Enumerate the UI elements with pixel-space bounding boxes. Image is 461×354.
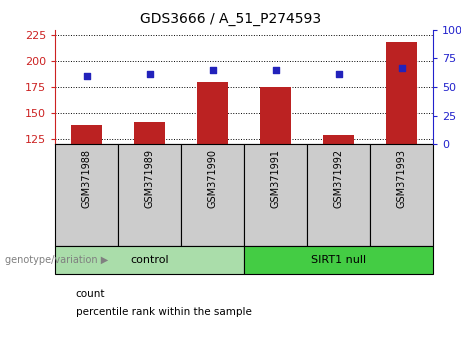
Bar [181, 144, 244, 246]
Bar [323, 135, 354, 144]
Text: GSM371991: GSM371991 [271, 149, 280, 208]
Point [272, 67, 279, 73]
Bar [71, 125, 102, 144]
Text: GSM371990: GSM371990 [207, 149, 218, 208]
Text: GSM371993: GSM371993 [396, 149, 407, 208]
Bar [55, 144, 118, 246]
Text: count: count [76, 289, 105, 299]
Bar [370, 144, 433, 246]
Point [83, 73, 90, 79]
Bar [244, 246, 433, 274]
Point [209, 67, 216, 73]
Text: GSM371989: GSM371989 [144, 149, 154, 208]
Bar [118, 144, 181, 246]
Text: GSM371992: GSM371992 [333, 149, 343, 208]
Text: control: control [130, 255, 169, 265]
Bar [55, 246, 244, 274]
Point [146, 72, 153, 77]
Bar [134, 122, 165, 144]
Bar [260, 87, 291, 144]
Bar [197, 82, 228, 144]
Text: GDS3666 / A_51_P274593: GDS3666 / A_51_P274593 [140, 12, 321, 27]
Text: SIRT1 null: SIRT1 null [311, 255, 366, 265]
Point [335, 72, 342, 77]
Bar [307, 144, 370, 246]
Text: genotype/variation ▶: genotype/variation ▶ [5, 255, 108, 265]
Text: percentile rank within the sample: percentile rank within the sample [76, 307, 252, 317]
Bar [244, 144, 307, 246]
Text: GSM371988: GSM371988 [82, 149, 91, 208]
Point [398, 65, 405, 70]
Bar [386, 42, 417, 144]
